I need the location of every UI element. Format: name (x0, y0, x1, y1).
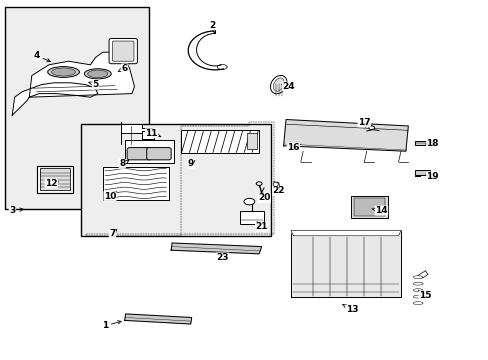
FancyBboxPatch shape (127, 148, 151, 160)
Text: 17: 17 (357, 118, 370, 127)
Ellipse shape (84, 69, 111, 79)
Polygon shape (283, 120, 407, 151)
Text: 18: 18 (425, 139, 438, 148)
Text: 2: 2 (209, 21, 215, 33)
Text: 10: 10 (103, 191, 117, 201)
Bar (37, 166, 73, 193)
Text: 1: 1 (102, 321, 121, 330)
Polygon shape (121, 124, 151, 133)
Text: 22: 22 (272, 186, 285, 195)
Ellipse shape (368, 126, 374, 130)
Polygon shape (290, 230, 400, 297)
Bar (239, 211, 264, 224)
FancyBboxPatch shape (109, 39, 137, 64)
Ellipse shape (270, 76, 286, 94)
Text: 4: 4 (33, 51, 50, 62)
Text: 6: 6 (118, 64, 127, 73)
Text: 5: 5 (89, 80, 98, 89)
Polygon shape (124, 140, 173, 163)
Text: 15: 15 (418, 290, 431, 300)
Ellipse shape (48, 67, 79, 77)
Bar (246, 133, 256, 149)
Bar (40, 168, 70, 190)
Polygon shape (181, 130, 259, 153)
Bar (414, 141, 433, 145)
Text: 19: 19 (425, 172, 438, 181)
Text: 23: 23 (216, 252, 228, 262)
Polygon shape (12, 83, 98, 115)
Bar (353, 198, 384, 216)
Text: 12: 12 (45, 179, 58, 188)
Text: 24: 24 (281, 82, 294, 91)
Polygon shape (124, 314, 191, 324)
Polygon shape (290, 230, 400, 236)
Text: 13: 13 (342, 305, 358, 314)
Bar (414, 170, 429, 175)
Ellipse shape (273, 182, 278, 186)
Ellipse shape (256, 182, 262, 185)
Text: 20: 20 (257, 193, 270, 202)
Bar (81, 124, 271, 236)
Text: 8: 8 (119, 159, 128, 168)
Polygon shape (29, 52, 134, 97)
Ellipse shape (87, 70, 108, 77)
FancyBboxPatch shape (146, 148, 171, 160)
Polygon shape (102, 167, 168, 200)
Text: 9: 9 (187, 159, 195, 168)
Text: 14: 14 (371, 206, 387, 215)
FancyBboxPatch shape (112, 41, 134, 61)
Ellipse shape (273, 78, 284, 91)
Polygon shape (171, 243, 261, 254)
Bar (142, 131, 154, 139)
Text: 3: 3 (9, 206, 23, 215)
Bar (5, 7, 149, 209)
Ellipse shape (52, 68, 75, 76)
Text: 7: 7 (109, 229, 117, 239)
Text: 11: 11 (145, 129, 161, 138)
Bar (350, 196, 387, 218)
Text: 16: 16 (286, 143, 300, 152)
Ellipse shape (244, 198, 254, 205)
Text: 21: 21 (255, 222, 267, 231)
